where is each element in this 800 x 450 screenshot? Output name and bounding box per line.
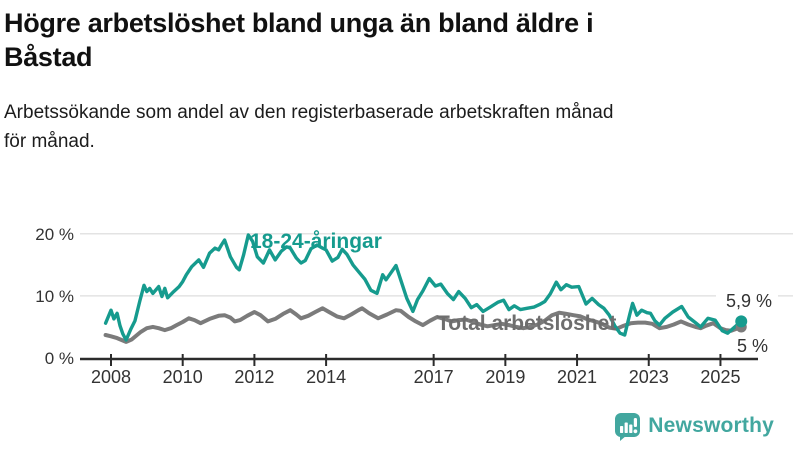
page-title-line2: Båstad	[4, 42, 93, 72]
x-tick-label: 2017	[414, 367, 454, 387]
unemployment-line-chart: 0 % 10 % 20 % 2008 2010 2012 2014 2017 2019 2021 2…	[35, 225, 793, 387]
page-title: Högre arbetslöshet bland unga än bland ä…	[0, 0, 800, 74]
x-tick-label: 2019	[485, 367, 525, 387]
y-tick-label: 20 %	[35, 225, 74, 244]
series-end-dot-youth	[735, 315, 748, 328]
newsworthy-logo-icon	[615, 413, 641, 441]
x-tick-label: 2023	[629, 367, 669, 387]
series-line-youth	[103, 233, 743, 342]
x-tick-label: 2025	[700, 367, 740, 387]
end-label-youth: 5,9 %	[726, 291, 772, 311]
brand-name: Newsworthy	[648, 414, 774, 437]
x-tick-label: 2014	[306, 367, 346, 387]
newsworthy-brand: Newsworthy	[614, 411, 774, 441]
label-backplate	[716, 292, 778, 310]
chart-subtitle-line2: för månad.	[4, 131, 95, 152]
x-tick-label: 2021	[557, 367, 597, 387]
x-tick-label: 2012	[234, 367, 274, 387]
end-label-total: 5 %	[737, 336, 768, 356]
x-tick-label: 2008	[91, 367, 131, 387]
x-tick-label: 2010	[163, 367, 203, 387]
series-line-total	[103, 306, 744, 344]
y-tick-label: 0 %	[45, 349, 74, 368]
y-tick-label: 10 %	[35, 287, 74, 306]
chart-subtitle: Arbetssökande som andel av den registerb…	[0, 74, 800, 156]
series-label-youth: 18-24-åringar	[250, 230, 382, 253]
page-title-line1: Högre arbetslöshet bland unga än bland ä…	[4, 8, 594, 38]
chart-subtitle-line1: Arbetssökande som andel av den registerb…	[4, 102, 614, 123]
series-label-total: Total arbetslöshet	[437, 312, 616, 335]
